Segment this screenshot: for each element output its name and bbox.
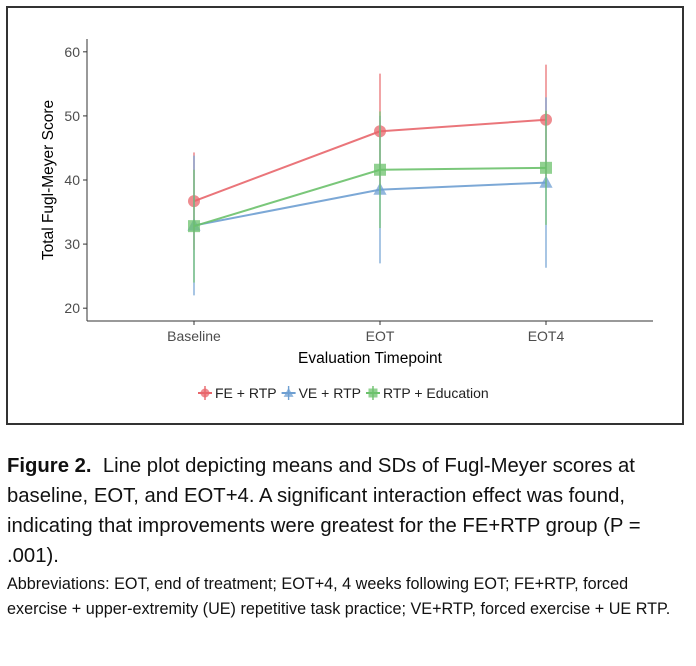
- line-chart: 20 30 40 50 60 Baseline EOT EOT4 Evaluation Time…: [40, 39, 653, 401]
- legend-marker-ve-rtp: [283, 387, 294, 397]
- y-tick-label: 60: [64, 44, 80, 60]
- data-point-rtp-education: [540, 161, 552, 174]
- legend-label-ve-rtp: VE + RTP: [299, 385, 361, 401]
- y-axis-title: Total Fugl-Meyer Score: [40, 100, 57, 260]
- y-tick-label: 50: [64, 108, 80, 124]
- legend-marker-fe-rtp: [200, 388, 210, 398]
- caption-main: Figure 2. Line plot depicting means and …: [7, 451, 691, 571]
- data-point-rtp-education: [188, 220, 200, 233]
- data-point-rtp-education: [374, 163, 386, 176]
- series-line-rtp-education: [193, 166, 547, 228]
- y-tick-label: 20: [64, 300, 80, 316]
- series-line-fe-rtp: [193, 118, 547, 203]
- figure-frame: 20 30 40 50 60 Baseline EOT EOT4 Evaluation Time…: [6, 6, 684, 425]
- x-axis-title: Evaluation Timepoint: [298, 350, 443, 367]
- caption-abbreviations: Abbreviations: EOT, end of treatment; EO…: [7, 575, 671, 618]
- x-tick-label: Baseline: [167, 328, 221, 344]
- series-line-ve-rtp: [193, 181, 547, 227]
- y-tick-label: 30: [64, 236, 80, 252]
- x-tick-label: EOT: [366, 328, 395, 344]
- legend-marker-rtp-education: [368, 388, 378, 398]
- figure-caption: Figure 2. Line plot depicting means and …: [7, 451, 691, 622]
- legend-label-fe-rtp: FE + RTP: [215, 385, 277, 401]
- x-tick-label: EOT4: [528, 328, 565, 344]
- y-tick-label: 40: [64, 172, 80, 188]
- caption-label: Figure 2.: [7, 455, 92, 477]
- legend-label-rtp-education: RTP + Education: [383, 385, 489, 401]
- caption-text: Line plot depicting means and SDs of Fug…: [7, 455, 641, 567]
